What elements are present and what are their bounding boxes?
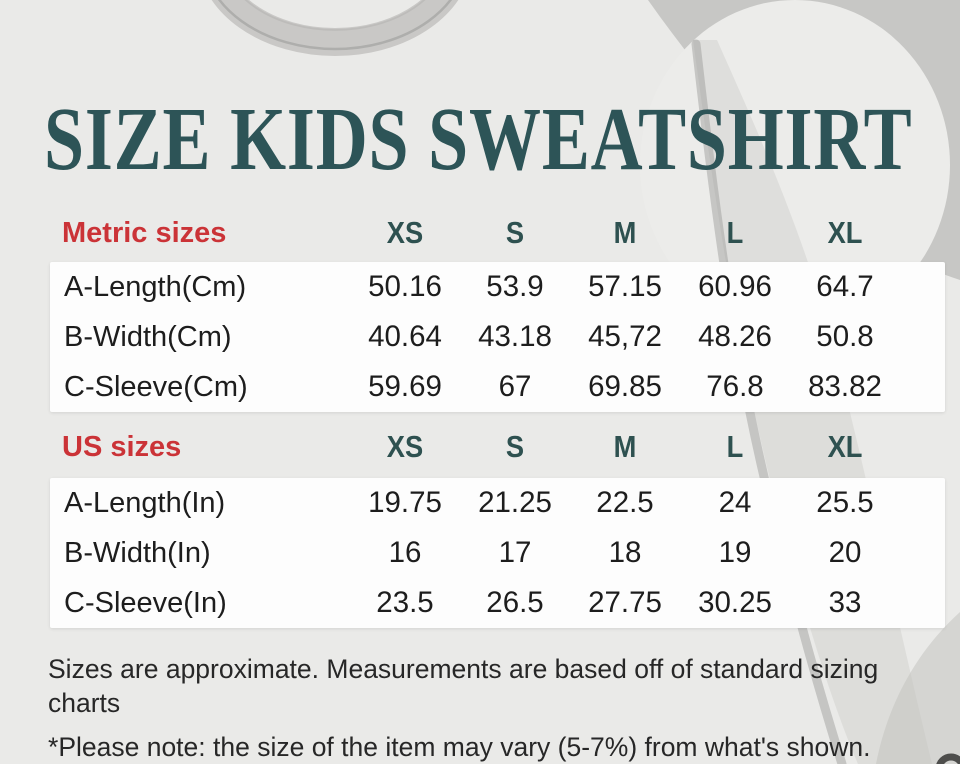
table-row: A-Length(Cm) 50.16 53.9 57.15 60.96 64.7 — [50, 262, 945, 312]
metric-sizes-label: Metric sizes — [62, 216, 227, 249]
row-label: A-Length(In) — [64, 486, 226, 519]
row-label: B-Width(In) — [64, 536, 211, 569]
page-title: SIZE KIDS SWEATSHIRT — [44, 90, 913, 189]
sleeve-seam-line — [691, 39, 847, 764]
column-header-xl: XL — [827, 215, 863, 250]
cell-value: 40.64 — [368, 320, 442, 353]
metric-table: A-Length(Cm) 50.16 53.9 57.15 60.96 64.7… — [50, 262, 945, 412]
cell-value: 53.9 — [486, 270, 544, 303]
cell-value: 50.16 — [368, 270, 442, 303]
cell-value: 57.15 — [588, 270, 662, 303]
cell-value: 23.5 — [376, 586, 434, 619]
column-header-m: M — [613, 429, 637, 464]
column-header-s: S — [505, 215, 525, 250]
cell-value: 67 — [498, 370, 532, 403]
column-header-xs: XS — [386, 429, 424, 464]
collar-outer-edge — [217, 0, 453, 51]
metric-header-row: Metric sizes XS S M L XL — [50, 206, 945, 260]
cell-value: 19.75 — [368, 486, 442, 519]
column-header-l: L — [726, 215, 744, 250]
cell-value: 17 — [498, 536, 532, 569]
cell-value: 45,72 — [588, 320, 662, 353]
cell-value: 18 — [608, 536, 642, 569]
column-header-m: M — [613, 215, 637, 250]
column-header-s: S — [505, 429, 525, 464]
cell-value: 50.8 — [816, 320, 874, 353]
bottom-corner-shadow — [876, 612, 960, 764]
cell-value: 33 — [828, 586, 862, 619]
column-header-xl: XL — [827, 429, 863, 464]
table-row: C-Sleeve(Cm) 59.69 67 69.85 76.8 83.82 — [50, 362, 945, 412]
table-row: A-Length(In) 19.75 21.25 22.5 24 25.5 — [50, 478, 945, 528]
cell-value: 43.18 — [478, 320, 552, 353]
row-label: C-Sleeve(Cm) — [64, 370, 248, 403]
watermark-ring-icon — [936, 753, 960, 764]
cell-value: 24 — [718, 486, 752, 519]
cell-value: 69.85 — [588, 370, 662, 403]
footer-note-approximate: Sizes are approximate. Measurements are … — [48, 654, 879, 718]
cell-value: 59.69 — [368, 370, 442, 403]
us-table: A-Length(In) 19.75 21.25 22.5 24 25.5 B-… — [50, 478, 945, 628]
column-header-l: L — [726, 429, 744, 464]
row-label: A-Length(Cm) — [64, 270, 247, 303]
cell-value: 21.25 — [478, 486, 552, 519]
sweatshirt-shoulder — [640, 0, 950, 330]
us-sizes-label: US sizes — [62, 430, 182, 463]
cell-value: 60.96 — [698, 270, 772, 303]
cell-value: 16 — [388, 536, 422, 569]
table-row: B-Width(In) 16 17 18 19 20 — [50, 528, 945, 578]
collar-rib-band — [211, 0, 459, 56]
us-header-row: US sizes XS S M L XL — [50, 420, 945, 474]
column-header-xs: XS — [386, 215, 424, 250]
cell-value: 64.7 — [816, 270, 874, 303]
cell-value: 48.26 — [698, 320, 772, 353]
cell-value: 26.5 — [486, 586, 544, 619]
row-label: C-Sleeve(In) — [64, 586, 227, 619]
cell-value: 83.82 — [808, 370, 882, 403]
footer-notes: Sizes are approximate. Measurements are … — [48, 652, 938, 764]
footer-note-variance: *Please note: the size of the item may v… — [48, 732, 871, 762]
cell-value: 19 — [718, 536, 752, 569]
cell-value: 22.5 — [596, 486, 654, 519]
cell-value: 27.75 — [588, 586, 662, 619]
cell-value: 20 — [828, 536, 862, 569]
cell-value: 25.5 — [816, 486, 874, 519]
table-row: B-Width(Cm) 40.64 43.18 45,72 48.26 50.8 — [50, 312, 945, 362]
cell-value: 76.8 — [706, 370, 764, 403]
table-row: C-Sleeve(In) 23.5 26.5 27.75 30.25 33 — [50, 578, 945, 628]
cell-value: 30.25 — [698, 586, 772, 619]
row-label: B-Width(Cm) — [64, 320, 232, 353]
collar-inner-edge — [244, 0, 426, 31]
